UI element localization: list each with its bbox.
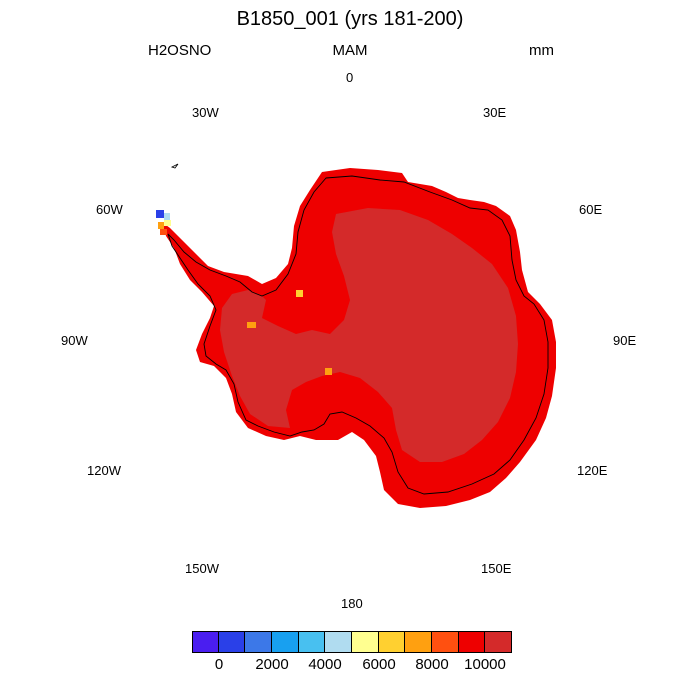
ice-shelf-lobe bbox=[262, 292, 316, 334]
south-shetland-island bbox=[170, 163, 179, 169]
colorbar-swatch bbox=[325, 631, 352, 653]
lon-label-60e: 60E bbox=[579, 202, 603, 217]
lon-label-150e: 150E bbox=[481, 561, 512, 576]
plot-title: B1850_001 (yrs 181-200) bbox=[236, 8, 464, 30]
colorbar-swatch bbox=[298, 631, 326, 653]
lon-label-180: 180 bbox=[341, 596, 363, 611]
peninsula-cell-blue bbox=[156, 210, 164, 218]
season-label: MAM bbox=[332, 42, 368, 59]
colorbar-swatch bbox=[458, 631, 486, 653]
units-label: mm bbox=[529, 42, 554, 59]
colorbar-swatch bbox=[485, 631, 512, 653]
colorbar-swatch bbox=[272, 631, 299, 653]
colorbar-tick: 8000 bbox=[415, 656, 449, 673]
interior-snow-field bbox=[220, 208, 518, 462]
peninsula-cell-yellow bbox=[164, 220, 171, 226]
lon-label-90w: 90W bbox=[61, 333, 88, 348]
lon-label-90e: 90E bbox=[613, 333, 637, 348]
cell-ross bbox=[325, 368, 332, 375]
colorbar-swatch bbox=[245, 631, 272, 653]
colorbar-swatch bbox=[352, 631, 379, 653]
cell-weddell bbox=[247, 322, 256, 328]
lon-label-30w: 30W bbox=[192, 105, 219, 120]
colorbar-swatch bbox=[378, 631, 406, 653]
lon-label-120w: 120W bbox=[87, 463, 121, 478]
lon-label-60w: 60W bbox=[96, 202, 123, 217]
colorbar-tick: 6000 bbox=[362, 656, 396, 673]
lon-label-120e: 120E bbox=[577, 463, 608, 478]
colorbar-swatch bbox=[432, 631, 459, 653]
lon-label-30e: 30E bbox=[483, 105, 507, 120]
variable-label: H2OSNO bbox=[148, 42, 212, 59]
coastline bbox=[167, 175, 549, 495]
peninsula-cell-lightblue bbox=[164, 213, 170, 220]
colorbar-swatch bbox=[218, 631, 246, 653]
colorbar bbox=[192, 631, 512, 653]
lon-label-0: 0 bbox=[346, 70, 354, 85]
colorbar-swatch bbox=[192, 631, 219, 653]
colorbar-tick: 2000 bbox=[255, 656, 289, 673]
peninsula-cell-orange bbox=[158, 222, 164, 229]
peninsula-cell-red bbox=[160, 229, 167, 235]
colorbar-swatch bbox=[405, 631, 432, 653]
lon-label-150w: 150W bbox=[185, 561, 219, 576]
cell-ronne bbox=[296, 290, 303, 297]
colorbar-tick: 10000 bbox=[464, 656, 506, 673]
colorbar-tick: 0 bbox=[214, 656, 224, 673]
colorbar-tick: 4000 bbox=[308, 656, 342, 673]
